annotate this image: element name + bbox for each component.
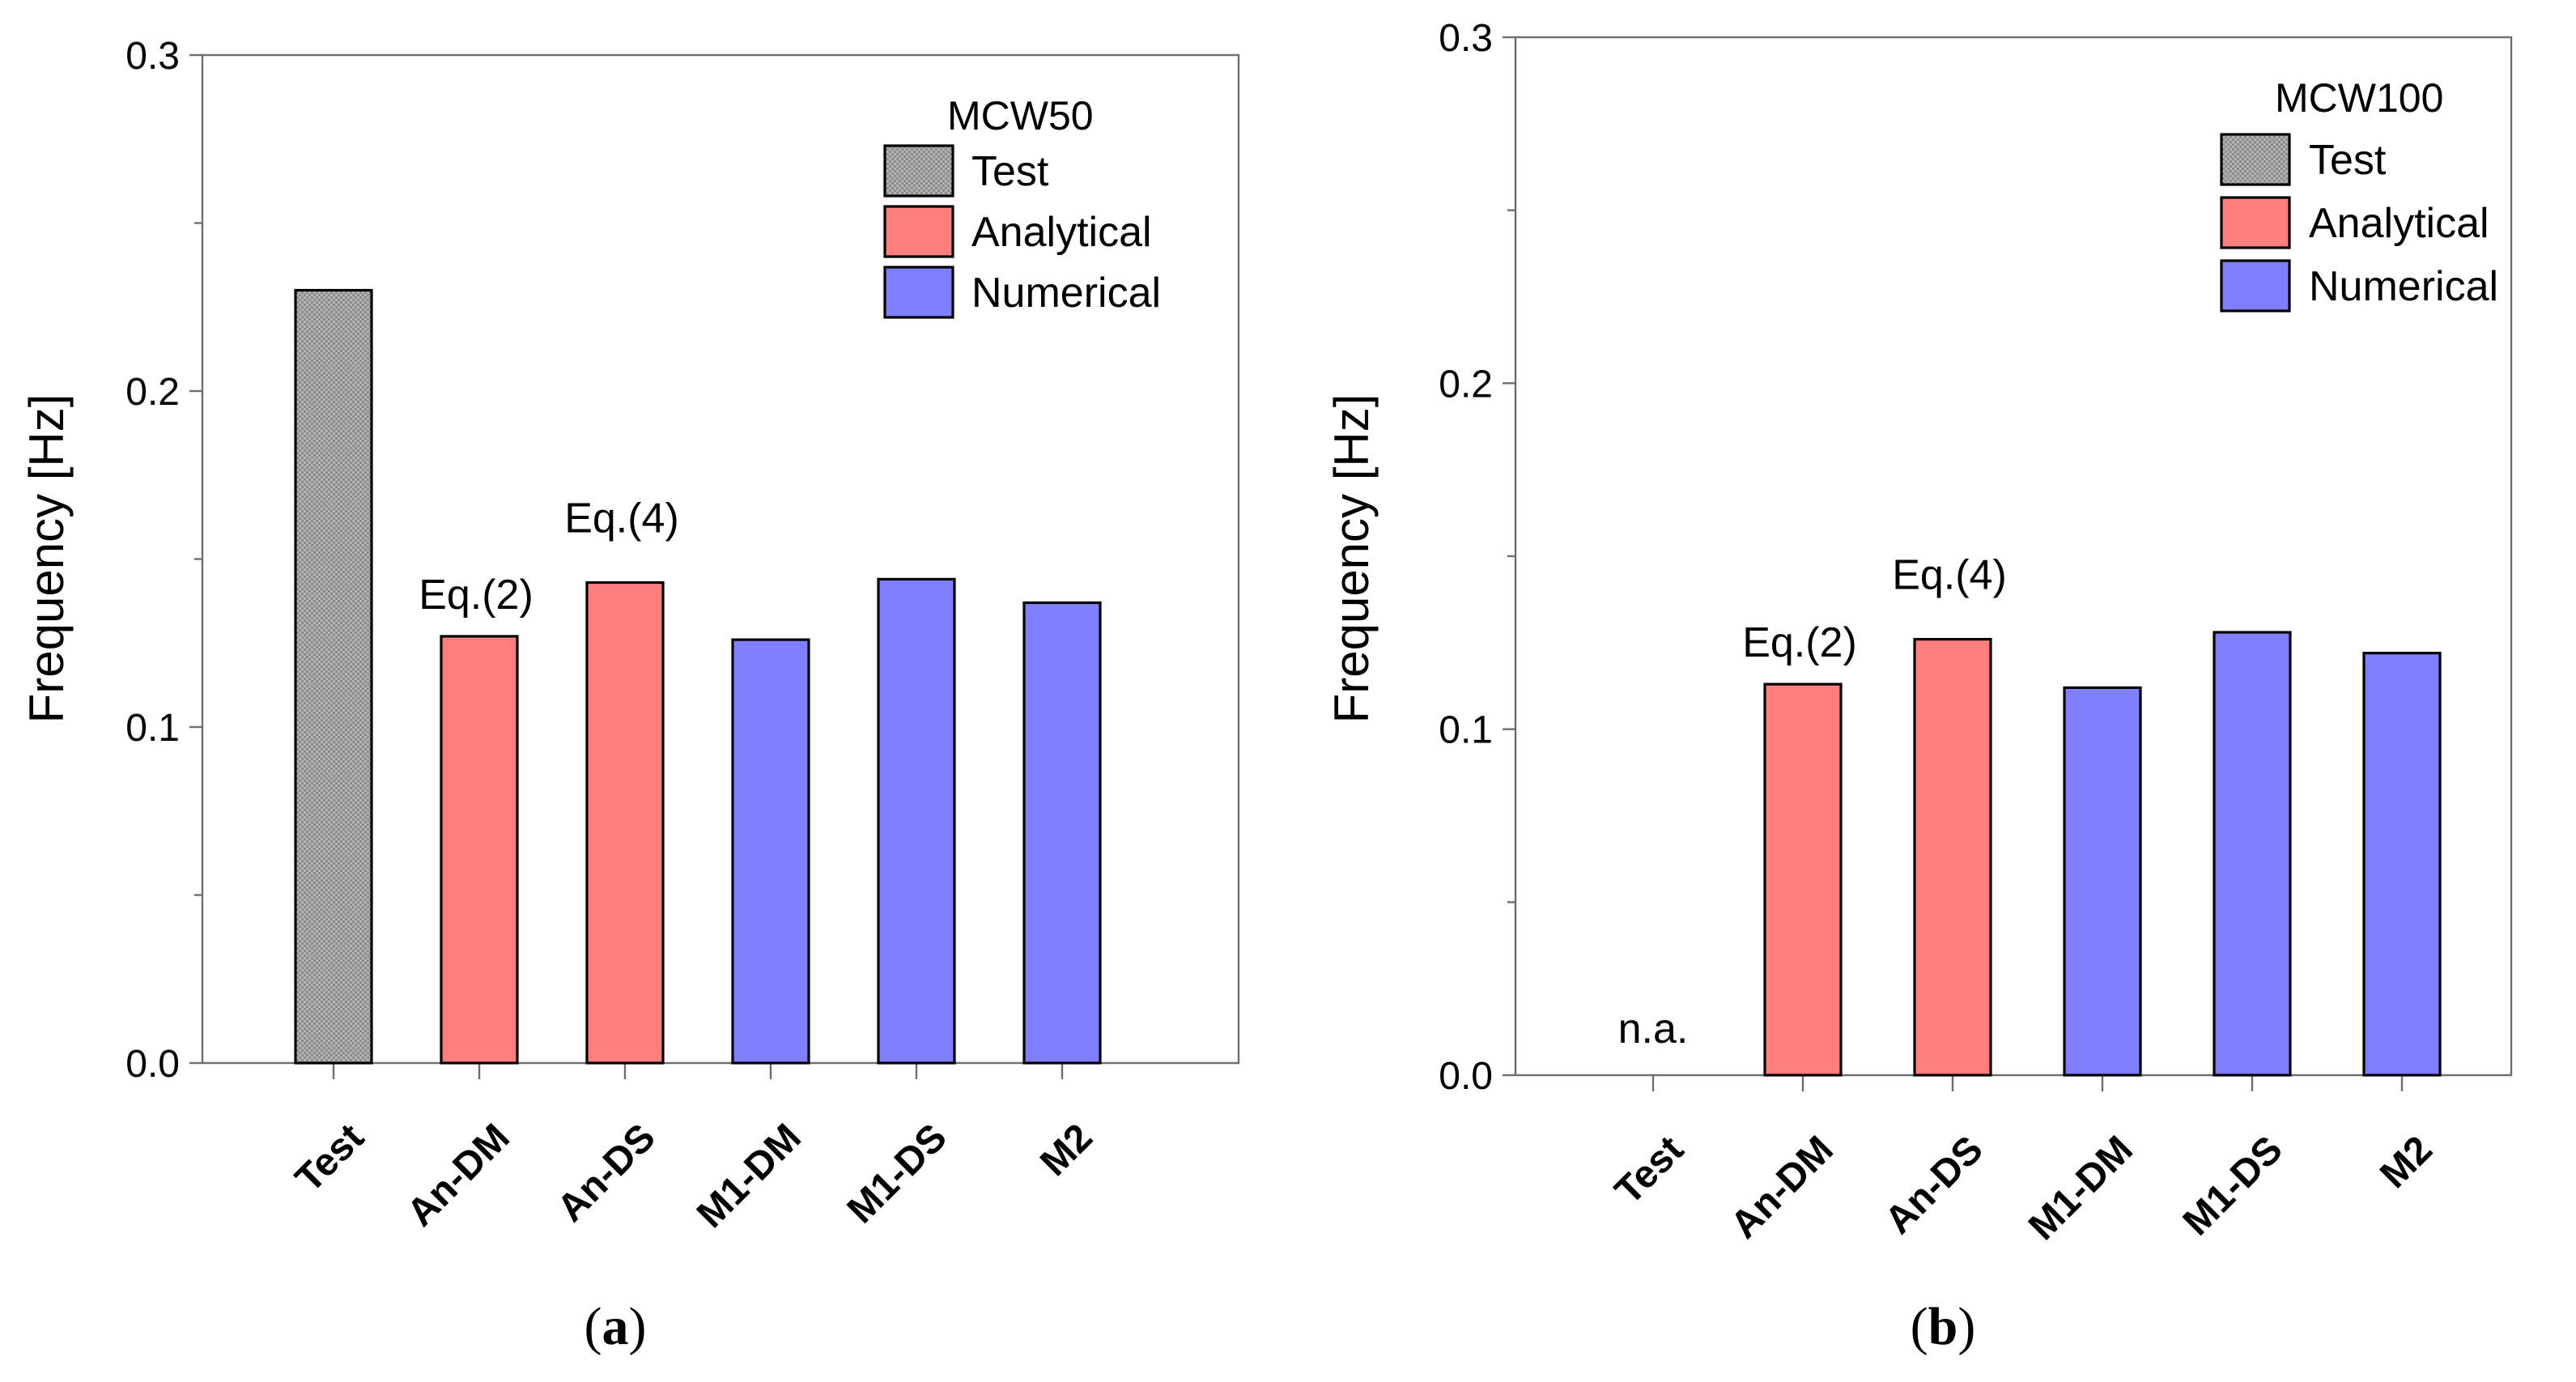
panel-b-y-tick-label: 0.1	[1439, 709, 1493, 752]
panel-a-panel-label: (a)	[584, 1297, 647, 1356]
panel-a-legend-title: MCW50	[947, 93, 1094, 138]
panel-b-category-label: M1-DM	[2021, 1128, 2141, 1248]
panel-b-bar-an-ds	[1913, 637, 1992, 1077]
panel-a-legend-swatch-test	[883, 144, 954, 198]
panel-a-legend-swatch-numerical	[883, 266, 954, 319]
panel-a-bar-test	[294, 288, 373, 1065]
panel-b-bar-m2	[2362, 652, 2442, 1077]
panel-b-legend-label-numerical: Numerical	[2309, 263, 2498, 310]
panel-a-annotation-an-dm: Eq.(2)	[419, 572, 533, 619]
panel-a-y-tick-label: 0.3	[125, 35, 180, 78]
panel-b-chart: 0.0 0.1 0.2 0.3 Frequency [Hz] n.a. Test An-DM A…	[1324, 17, 2513, 1356]
panel-a-legend-label-numerical: Numerical	[971, 270, 1161, 317]
panel-a-bar-m2	[1022, 601, 1102, 1065]
panel-a-chart: 0.0 0.1 0.2 0.3 Frequency [Hz] Test An-DM An-DS…	[19, 35, 1240, 1356]
panel-b-category-label: M2	[2372, 1128, 2441, 1197]
panel-a-y-tick-label: 0.1	[125, 707, 180, 750]
panel-b-annotation-an-dm: Eq.(2)	[1742, 619, 1857, 666]
panel-a-legend-label-analytical: Analytical	[971, 209, 1152, 256]
panel-b-legend-swatch-analytical	[2220, 196, 2291, 249]
panel-b-y-axis-label: Frequency [Hz]	[1324, 394, 1379, 724]
panel-a-bar-an-dm	[440, 635, 519, 1065]
panel-b-missing-value-label: n.a.	[1618, 1006, 1689, 1052]
panel-b-y-tick-label: 0.3	[1439, 17, 1493, 60]
panel-b-annotation-an-ds: Eq.(4)	[1892, 552, 2007, 599]
panel-b-legend-swatch-numerical	[2220, 259, 2291, 313]
panel-b-category-label: An-DS	[1877, 1128, 1992, 1242]
panel-b-y-tick-label: 0.0	[1439, 1055, 1493, 1098]
panel-a-legend-label-test: Test	[971, 148, 1049, 195]
panel-a-category-label: M1-DM	[689, 1116, 810, 1236]
panel-b-y-tick-label: 0.2	[1439, 363, 1493, 406]
panel-b-legend: MCW100 Test Analytical Numerical	[2220, 75, 2498, 313]
panel-a-bar-an-ds	[585, 580, 665, 1065]
panel-a-category-label: M2	[1032, 1116, 1101, 1184]
panel-a-y-tick-label: 0.2	[125, 371, 180, 414]
panel-b-legend-title: MCW100	[2275, 75, 2443, 121]
panel-a-annotation-an-ds: Eq.(4)	[564, 495, 679, 542]
panel-b-category-label: An-DM	[1723, 1128, 1842, 1247]
panel-a-legend: MCW50 Test Analytical Numerical	[883, 93, 1161, 319]
panel-a-category-label: An-DM	[399, 1116, 518, 1235]
panel-a-category-label: Test	[287, 1116, 372, 1201]
panel-b-bar-m1-dm	[2063, 686, 2142, 1077]
panel-b-panel-label: (b)	[1911, 1297, 1976, 1356]
panel-a-category-label: M1-DS	[840, 1116, 955, 1231]
panel-a-panel-letter: a	[602, 1297, 629, 1356]
panel-a-y-tick-label: 0.0	[125, 1043, 180, 1086]
panel-b-bar-an-dm	[1763, 682, 1843, 1077]
panel-a-category-label: An-DS	[550, 1116, 664, 1230]
panel-b-legend-swatch-test	[2220, 133, 2291, 186]
panel-b-category-label: M1-DS	[2175, 1128, 2291, 1244]
panel-b-legend-label-analytical: Analytical	[2309, 200, 2489, 247]
panel-a-bar-m1-ds	[877, 577, 956, 1065]
panel-b-legend-label-test: Test	[2309, 137, 2387, 184]
panel-a-legend-swatch-analytical	[883, 205, 954, 258]
panel-b-plot-frame	[1514, 36, 2513, 1077]
panel-b-category-label: Test	[1607, 1128, 1692, 1213]
panel-a-y-axis-label: Frequency [Hz]	[19, 394, 74, 724]
panel-b-bar-m1-ds	[2213, 631, 2292, 1077]
panel-a-bar-m1-dm	[731, 638, 810, 1065]
panel-b-panel-letter: b	[1928, 1297, 1958, 1356]
